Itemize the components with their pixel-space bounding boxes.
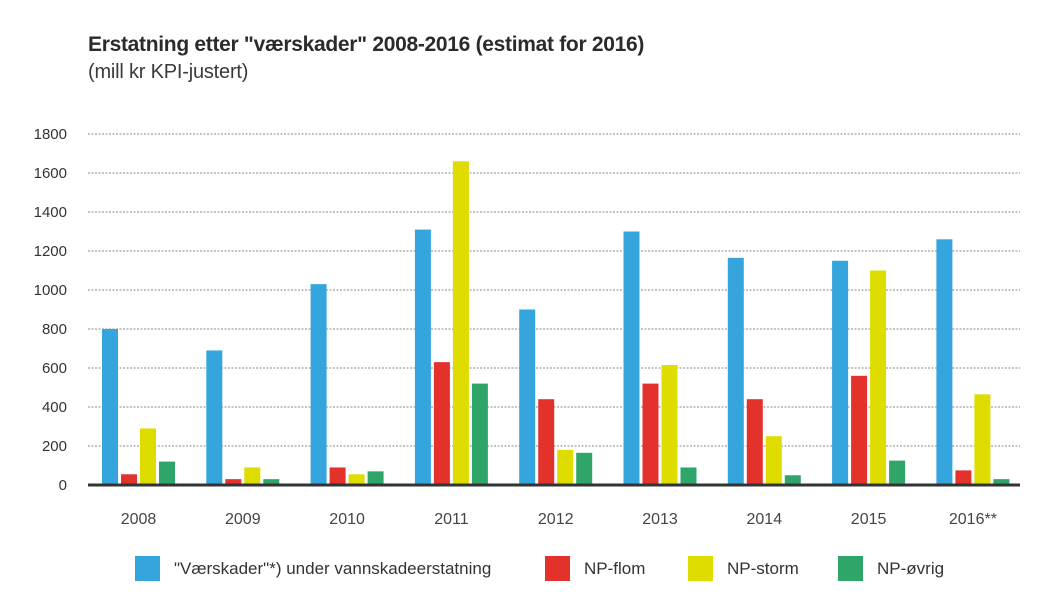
legend-item: "Værskader"*) under vannskadeerstatning — [135, 556, 491, 581]
bar-2009-0 — [206, 350, 223, 485]
bar-2012-2 — [557, 449, 574, 485]
y-tick-label: 1200 — [34, 243, 67, 260]
bar-2011-1 — [433, 362, 450, 485]
y-tick-label: 600 — [42, 360, 67, 377]
bar-2015-0 — [832, 260, 849, 485]
y-tick-label: 1800 — [34, 126, 67, 143]
legend-item: NP-øvrig — [838, 556, 944, 581]
bar-2012-3 — [576, 452, 593, 485]
legend-swatch — [838, 556, 863, 581]
bar-2008-3 — [159, 461, 175, 485]
bar-2016-1 — [955, 470, 972, 485]
bar-2013-1 — [642, 383, 659, 485]
bar-2015-2 — [870, 270, 887, 485]
x-tick-label: 2008 — [121, 511, 157, 528]
bar-2014-3 — [784, 475, 801, 485]
bar-2008-1 — [121, 474, 137, 485]
chart-title: Erstatning etter "værskader" 2008-2016 (… — [88, 33, 645, 56]
legend-swatch — [688, 556, 713, 581]
y-tick-label: 800 — [42, 321, 67, 338]
legend-item: NP-storm — [688, 556, 799, 581]
bar-2015-3 — [889, 460, 906, 485]
bar-2016-0 — [936, 239, 953, 485]
bar-2010-0 — [310, 284, 327, 485]
y-tick-label: 1400 — [34, 204, 67, 221]
x-tick-label: 2015 — [851, 511, 887, 528]
y-axis-ticks: 0 200 400 600 800 1000 1200 1400 1600 1800 — [34, 126, 67, 494]
bar-2014-0 — [727, 257, 744, 485]
x-tick-label: 2011 — [434, 511, 469, 528]
bar-2016-2 — [974, 394, 991, 485]
legend-item: NP-flom — [545, 556, 645, 581]
chart-subtitle: (mill kr KPI-justert) — [88, 61, 249, 83]
y-tick-label: 400 — [42, 399, 67, 416]
legend-label: NP-øvrig — [877, 558, 945, 578]
bar-2010-2 — [348, 474, 365, 485]
bar-2010-1 — [329, 467, 346, 485]
x-tick-label: 2014 — [747, 511, 783, 528]
legend-swatch — [545, 556, 570, 581]
bar-2011-2 — [452, 161, 469, 486]
x-tick-label: 2016** — [949, 511, 997, 528]
bar-2014-1 — [746, 399, 763, 485]
bar-2013-3 — [680, 467, 697, 485]
y-tick-label: 1600 — [34, 165, 67, 182]
bar-2011-3 — [471, 383, 488, 485]
bar-2016-3 — [993, 479, 1010, 485]
legend-swatch — [135, 556, 160, 581]
legend-label: "Værskader"*) under vannskadeerstatning — [174, 558, 492, 578]
bar-2009-3 — [263, 479, 280, 485]
x-axis-ticks: 2008 2009 2010 2011 2012 2013 2014 2015 2016** — [121, 511, 997, 528]
bar-2009-1 — [225, 479, 242, 485]
bar-2013-0 — [623, 231, 640, 485]
x-tick-label: 2012 — [538, 511, 574, 528]
legend-label: NP-flom — [584, 558, 646, 578]
bar-2008-2 — [140, 428, 156, 485]
x-tick-label: 2009 — [225, 511, 261, 528]
bar-2012-1 — [538, 399, 555, 485]
bars — [102, 161, 1010, 486]
y-tick-label: 1000 — [34, 282, 67, 299]
y-tick-label: 200 — [42, 438, 67, 455]
y-tick-label: 0 — [59, 477, 67, 494]
bar-2013-2 — [661, 365, 678, 485]
x-tick-label: 2013 — [642, 511, 678, 528]
bar-2008-0 — [102, 329, 118, 485]
bar-2011-0 — [414, 229, 431, 485]
bar-2009-2 — [244, 467, 261, 485]
bar-2012-0 — [519, 309, 536, 485]
bar-2015-1 — [851, 375, 868, 485]
bar-2014-2 — [765, 436, 782, 485]
legend: "Værskader"*) under vannskadeerstatning N… — [0, 556, 1041, 586]
legend-label: NP-storm — [727, 558, 799, 578]
bar-2010-3 — [367, 471, 384, 485]
x-tick-label: 2010 — [329, 511, 365, 528]
